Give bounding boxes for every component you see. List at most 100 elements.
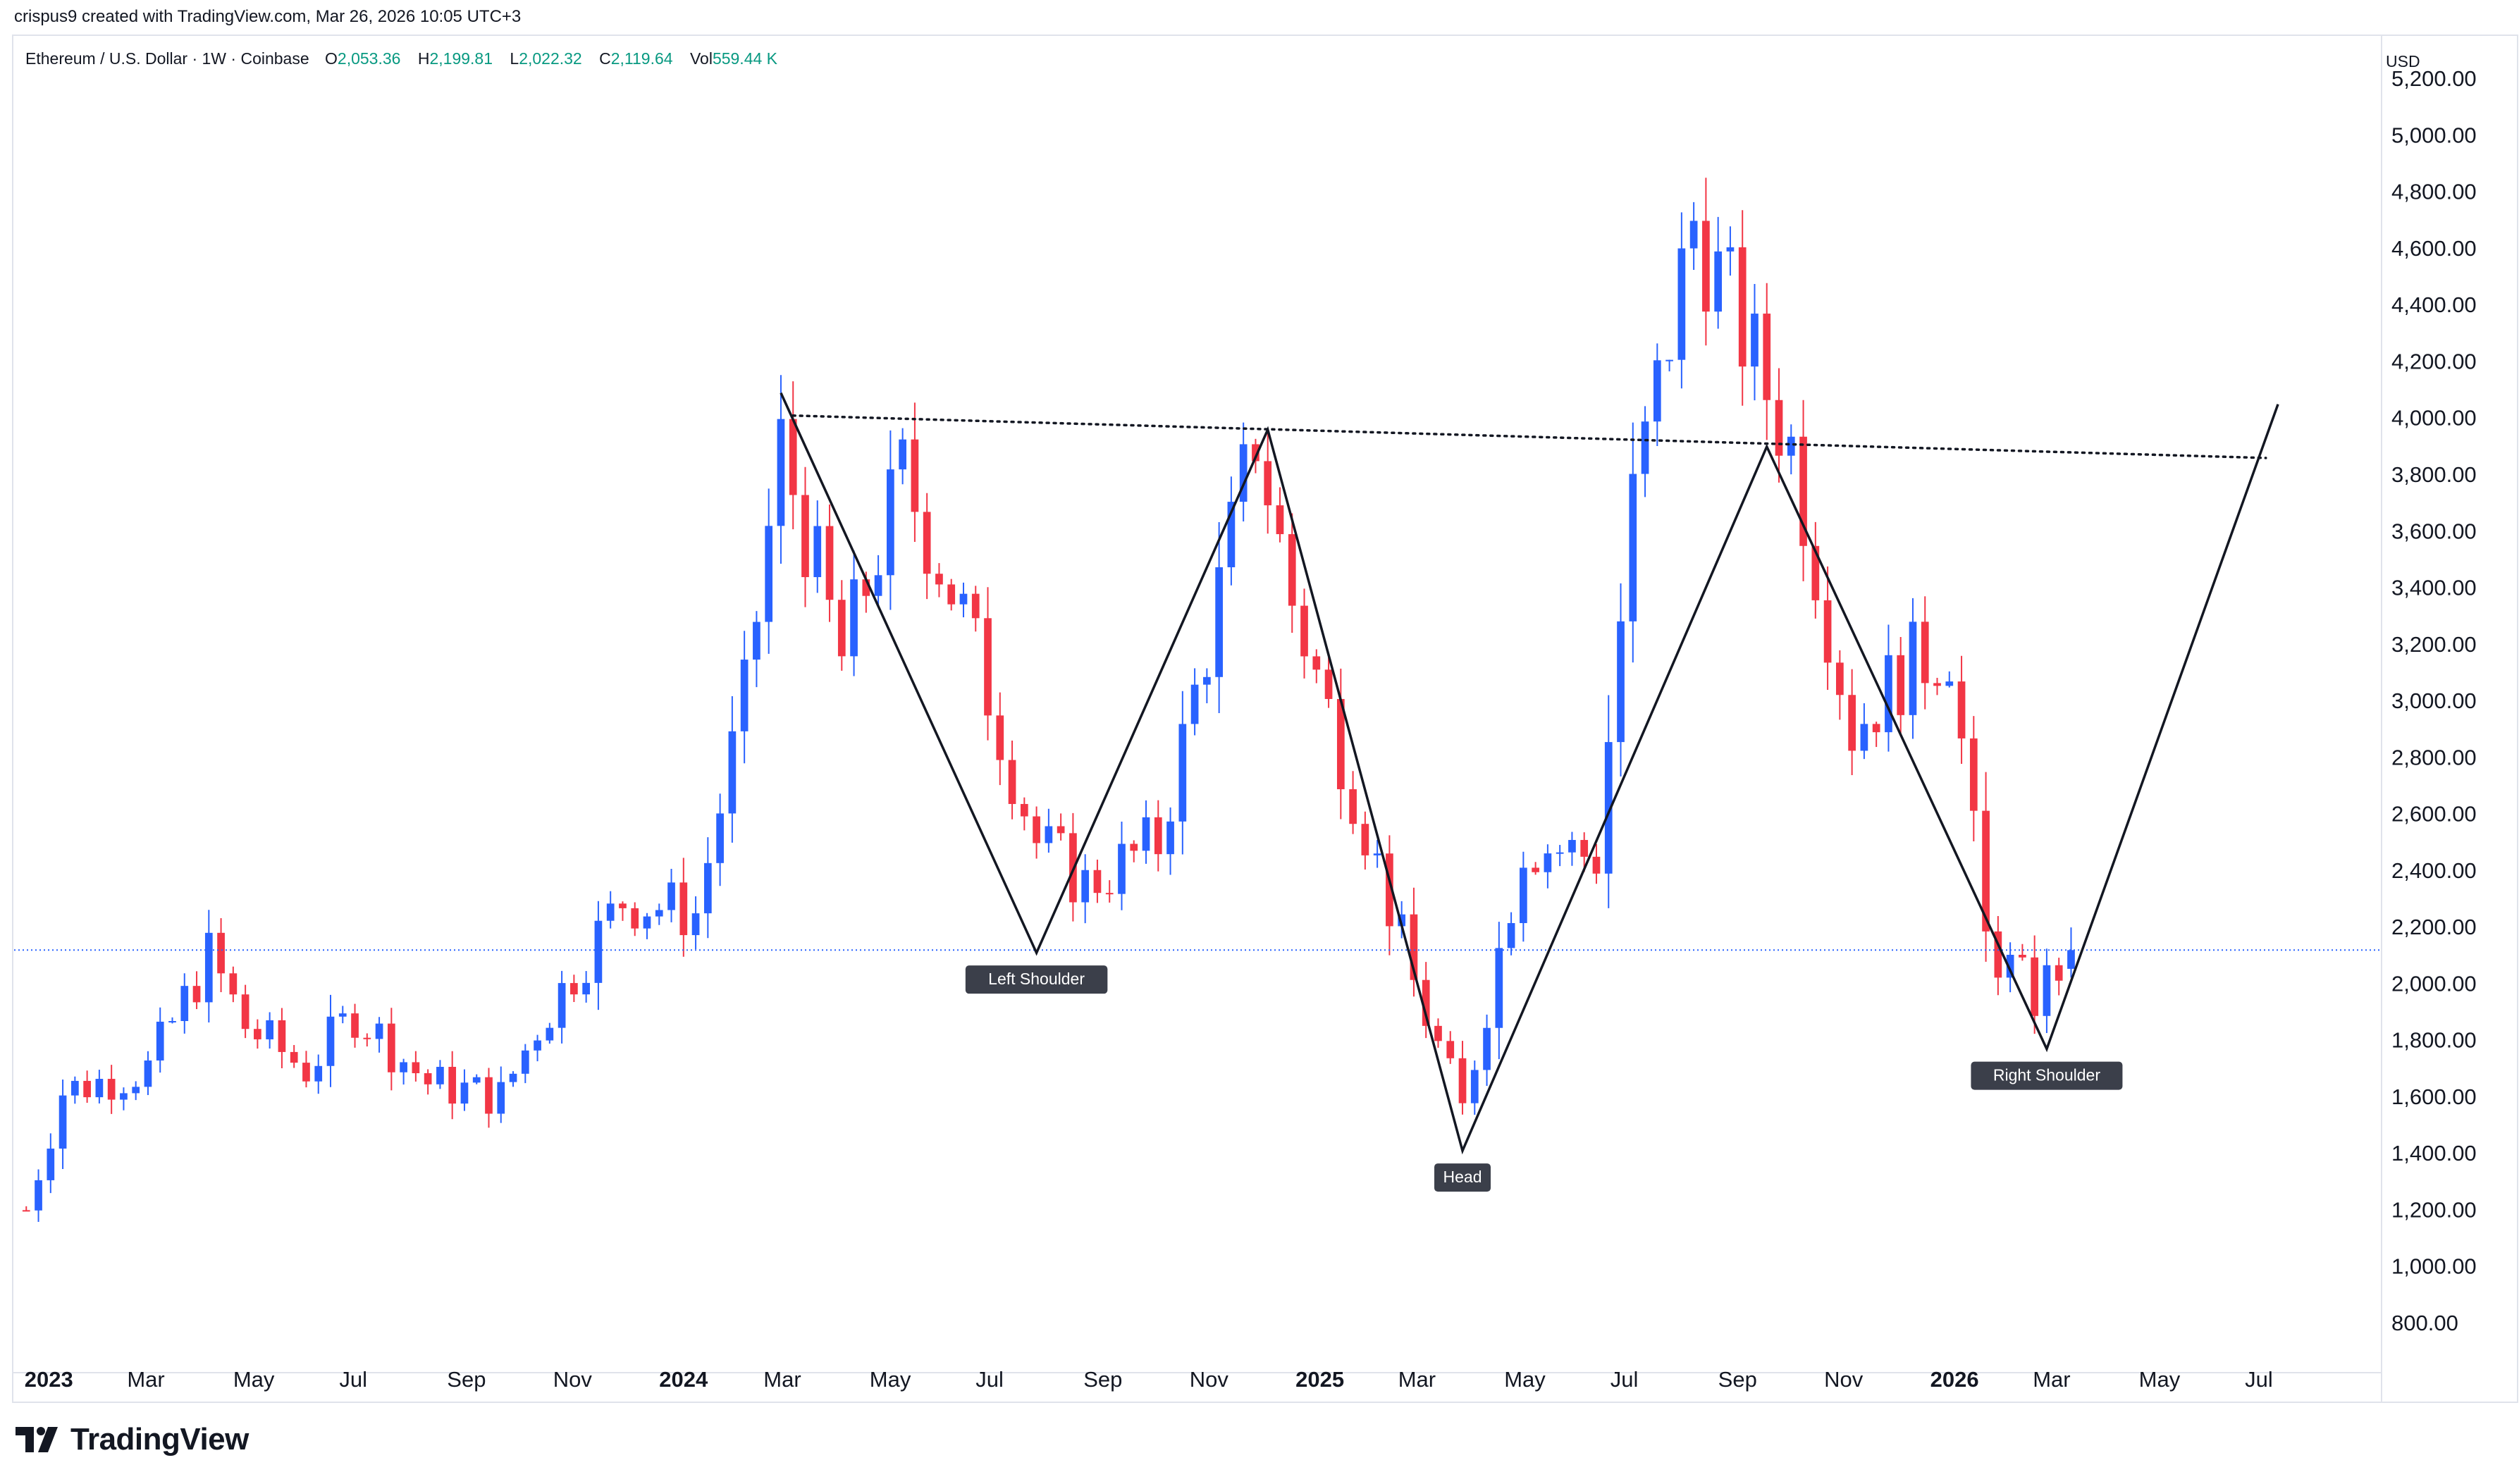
candle-body: [1544, 853, 1552, 872]
candle-body: [351, 1013, 359, 1038]
candle-body: [655, 910, 663, 917]
candle-body: [1312, 656, 1321, 670]
volume-value: 559.44 K: [712, 49, 778, 68]
candle-body: [1994, 931, 2002, 978]
candle-body: [472, 1077, 481, 1083]
candle-body: [911, 439, 919, 512]
candle-body: [1787, 436, 1795, 456]
candle-body: [22, 1210, 30, 1212]
y-tick-label: 2,600.00: [2391, 802, 2477, 827]
candle-body: [691, 913, 700, 936]
candle-body: [667, 882, 675, 910]
candle-body: [923, 512, 931, 574]
candle-body: [2031, 957, 2039, 1016]
candle-body: [168, 1020, 176, 1022]
candle-body: [363, 1037, 371, 1039]
candle-body: [400, 1062, 407, 1072]
x-tick-label: 2025: [1295, 1367, 1344, 1392]
candle-body: [1361, 824, 1369, 855]
y-tick-label: 1,000.00: [2391, 1254, 2477, 1279]
candle-body: [1897, 655, 1905, 715]
y-tick-label: 1,600.00: [2391, 1084, 2477, 1109]
candle-body: [120, 1093, 128, 1100]
candle-body: [765, 526, 773, 622]
candle-body: [1872, 724, 1880, 733]
candle-body: [1689, 221, 1698, 249]
candle-body: [594, 920, 603, 983]
candle-body: [862, 579, 870, 596]
y-tick-label: 2,400.00: [2391, 858, 2477, 883]
pattern-label-text: Right Shoulder: [1993, 1066, 2100, 1084]
candle-body: [1142, 817, 1150, 851]
head-and-shoulders-path: [780, 392, 2279, 1155]
candle-body: [1604, 742, 1613, 874]
candle-body: [1324, 669, 1333, 699]
x-tick-label: Jul: [975, 1367, 1004, 1392]
candle-body: [740, 660, 749, 731]
open-label: O: [325, 49, 338, 68]
candle-body: [1836, 662, 1844, 695]
candle-body: [996, 715, 1004, 760]
symbol-legend: Ethereum / U.S. Dollar · 1W · Coinbase O…: [25, 49, 790, 68]
candle-body: [509, 1073, 517, 1082]
pattern-label-text: Head: [1443, 1168, 1482, 1186]
candle-body: [1045, 826, 1053, 843]
candle-body: [1276, 505, 1284, 535]
x-tick-label: 2024: [659, 1367, 708, 1392]
candle-body: [1118, 843, 1126, 894]
candle-body: [217, 932, 225, 974]
y-tick-label: 1,200.00: [2391, 1197, 2477, 1222]
pattern-label-text: Left Shoulder: [988, 970, 1085, 988]
candle-body: [1483, 1027, 1491, 1070]
price-chart[interactable]: Left Shoulder Head Right Shoulder USD 800.0…: [0, 0, 2519, 1409]
candle-body: [1178, 724, 1187, 822]
pattern-label-box: [965, 965, 1108, 994]
pattern-label-box: [1971, 1061, 2123, 1090]
candle-body: [1738, 247, 1747, 367]
candle-body: [1033, 816, 1040, 843]
candle-body: [631, 908, 639, 929]
candle-body: [144, 1060, 152, 1087]
candle-body: [1677, 248, 1686, 360]
candle-body: [984, 618, 992, 716]
candle-body: [58, 1095, 67, 1149]
candle-body: [1239, 444, 1248, 502]
y-tick-label: 3,000.00: [2391, 688, 2477, 713]
y-tick-label: 4,200.00: [2391, 349, 2477, 373]
candle-body: [1921, 622, 1929, 684]
candle-body: [485, 1077, 493, 1114]
candle-body: [497, 1082, 505, 1114]
y-tick-label: 2,000.00: [2391, 971, 2477, 996]
candle-body: [412, 1062, 420, 1074]
candle-body: [1641, 421, 1649, 474]
candle-body: [947, 584, 956, 605]
y-tick-label: 5,200.00: [2391, 66, 2477, 91]
pattern-label: Head: [1434, 1163, 1491, 1192]
pattern-label: Right Shoulder: [1971, 1061, 2123, 1090]
candle-body: [1020, 803, 1028, 817]
candle-body: [801, 495, 809, 578]
y-tick-label: 1,800.00: [2391, 1028, 2477, 1053]
candle-body: [1665, 359, 1673, 361]
candle-body: [436, 1067, 444, 1084]
candle-body: [241, 994, 250, 1029]
x-tick-label: Mar: [127, 1367, 164, 1392]
candle-body: [1434, 1025, 1442, 1041]
candle-body: [448, 1067, 457, 1104]
candle-body: [2043, 965, 2051, 1016]
candle-body: [1093, 870, 1102, 894]
candle-body: [1982, 810, 1990, 932]
candle-body: [1568, 840, 1576, 853]
candle-body: [643, 916, 651, 929]
close-value: 2,119.64: [610, 49, 673, 68]
candle-body: [107, 1079, 116, 1100]
candle-body: [582, 982, 590, 995]
y-tick-label: 4,800.00: [2391, 180, 2477, 204]
candle-body: [1081, 870, 1090, 903]
low-label: L: [510, 49, 519, 68]
volume-label: Vol: [689, 49, 713, 68]
candle-body: [326, 1016, 335, 1066]
tradingview-footer[interactable]: TradingView: [16, 1422, 249, 1457]
candle-body: [546, 1027, 554, 1041]
x-tick-label: Mar: [1398, 1367, 1436, 1392]
